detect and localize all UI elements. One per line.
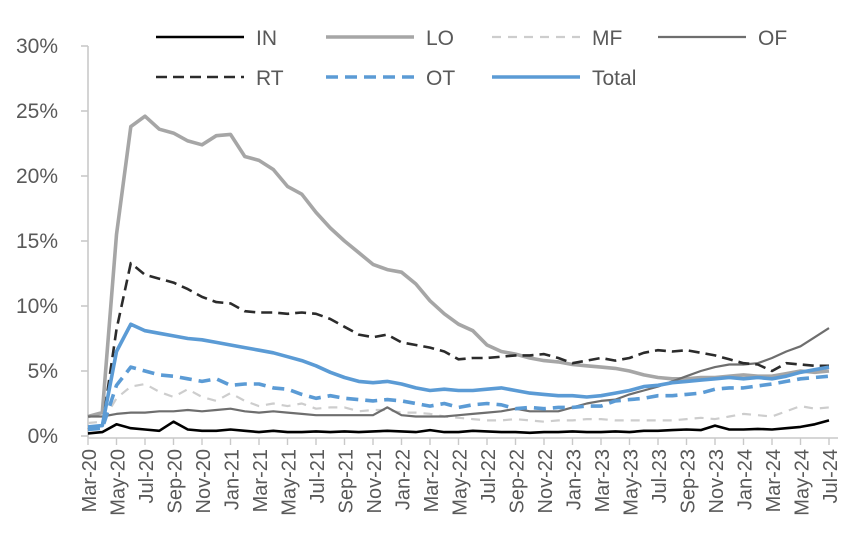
legend-label-in: IN — [256, 27, 277, 50]
legend-item-of: OF — [658, 27, 787, 50]
x-axis-label: May-20 — [108, 449, 130, 516]
x-axis-label: Mar-20 — [79, 449, 101, 512]
legend-label-rt: RT — [256, 67, 284, 90]
x-axis-label: Nov-22 — [535, 449, 557, 513]
x-axis-label: Jul-20 — [136, 449, 158, 503]
x-axis-label: Mar-24 — [763, 449, 785, 512]
legend-item-mf: MF — [492, 27, 622, 50]
series-line-in — [87, 419, 830, 435]
legend-label-ot: OT — [426, 67, 455, 90]
y-axis-label: 30% — [16, 35, 58, 58]
x-axis-label: Mar-21 — [250, 449, 272, 512]
x-axis-label: Jul-22 — [478, 449, 500, 503]
legend-label-mf: MF — [592, 27, 622, 50]
x-axis-label: May-22 — [450, 449, 472, 516]
y-axis-label: 10% — [16, 295, 58, 318]
x-axis-label: Sep-22 — [507, 449, 529, 514]
legend-item-rt: RT — [156, 67, 284, 90]
x-axis-label: May-24 — [792, 449, 814, 516]
series-line-total — [87, 322, 830, 429]
x-axis-label: May-21 — [279, 449, 301, 516]
legend-label-lo: LO — [426, 27, 454, 50]
x-axis-label: Nov-20 — [193, 449, 215, 513]
x-axis-label: Jan-24 — [735, 449, 757, 510]
x-axis-label: May-23 — [621, 449, 643, 516]
legend-label-of: OF — [758, 27, 787, 50]
x-axis-label: Jul-21 — [307, 449, 329, 503]
x-axis-label: Nov-23 — [706, 449, 728, 513]
series-line-of — [88, 327, 830, 418]
y-axis-label: 25% — [16, 100, 58, 123]
x-axis-label: Jul-23 — [649, 449, 671, 503]
y-axis-label: 15% — [16, 230, 58, 253]
series-line-rt — [87, 261, 829, 431]
y-axis-label: 0% — [28, 425, 58, 448]
x-axis-label: Jul-24 — [820, 449, 842, 503]
legend-item-total: Total — [492, 67, 636, 90]
series-line-lo — [87, 114, 830, 419]
series-line-mf — [87, 382, 830, 425]
x-axis-label: Sep-21 — [336, 449, 358, 514]
x-axis-label: Jan-22 — [393, 449, 415, 510]
legend-label-total: Total — [592, 67, 636, 90]
x-axis-label: Sep-20 — [165, 449, 187, 514]
x-axis-label: Mar-23 — [592, 449, 614, 512]
x-axis-label: Sep-23 — [678, 449, 700, 514]
y-axis-label: 20% — [16, 165, 58, 188]
x-axis-label: Mar-22 — [421, 449, 443, 512]
legend-item-ot: OT — [326, 67, 455, 90]
legend-item-lo: LO — [326, 27, 454, 50]
x-axis-label: Jan-21 — [222, 449, 244, 510]
x-axis-label: Jan-23 — [564, 449, 586, 510]
y-axis-label: 5% — [28, 360, 58, 383]
legend-item-in: IN — [156, 27, 277, 50]
series-line-ot — [87, 365, 830, 432]
x-axis-label: Nov-21 — [364, 449, 386, 513]
